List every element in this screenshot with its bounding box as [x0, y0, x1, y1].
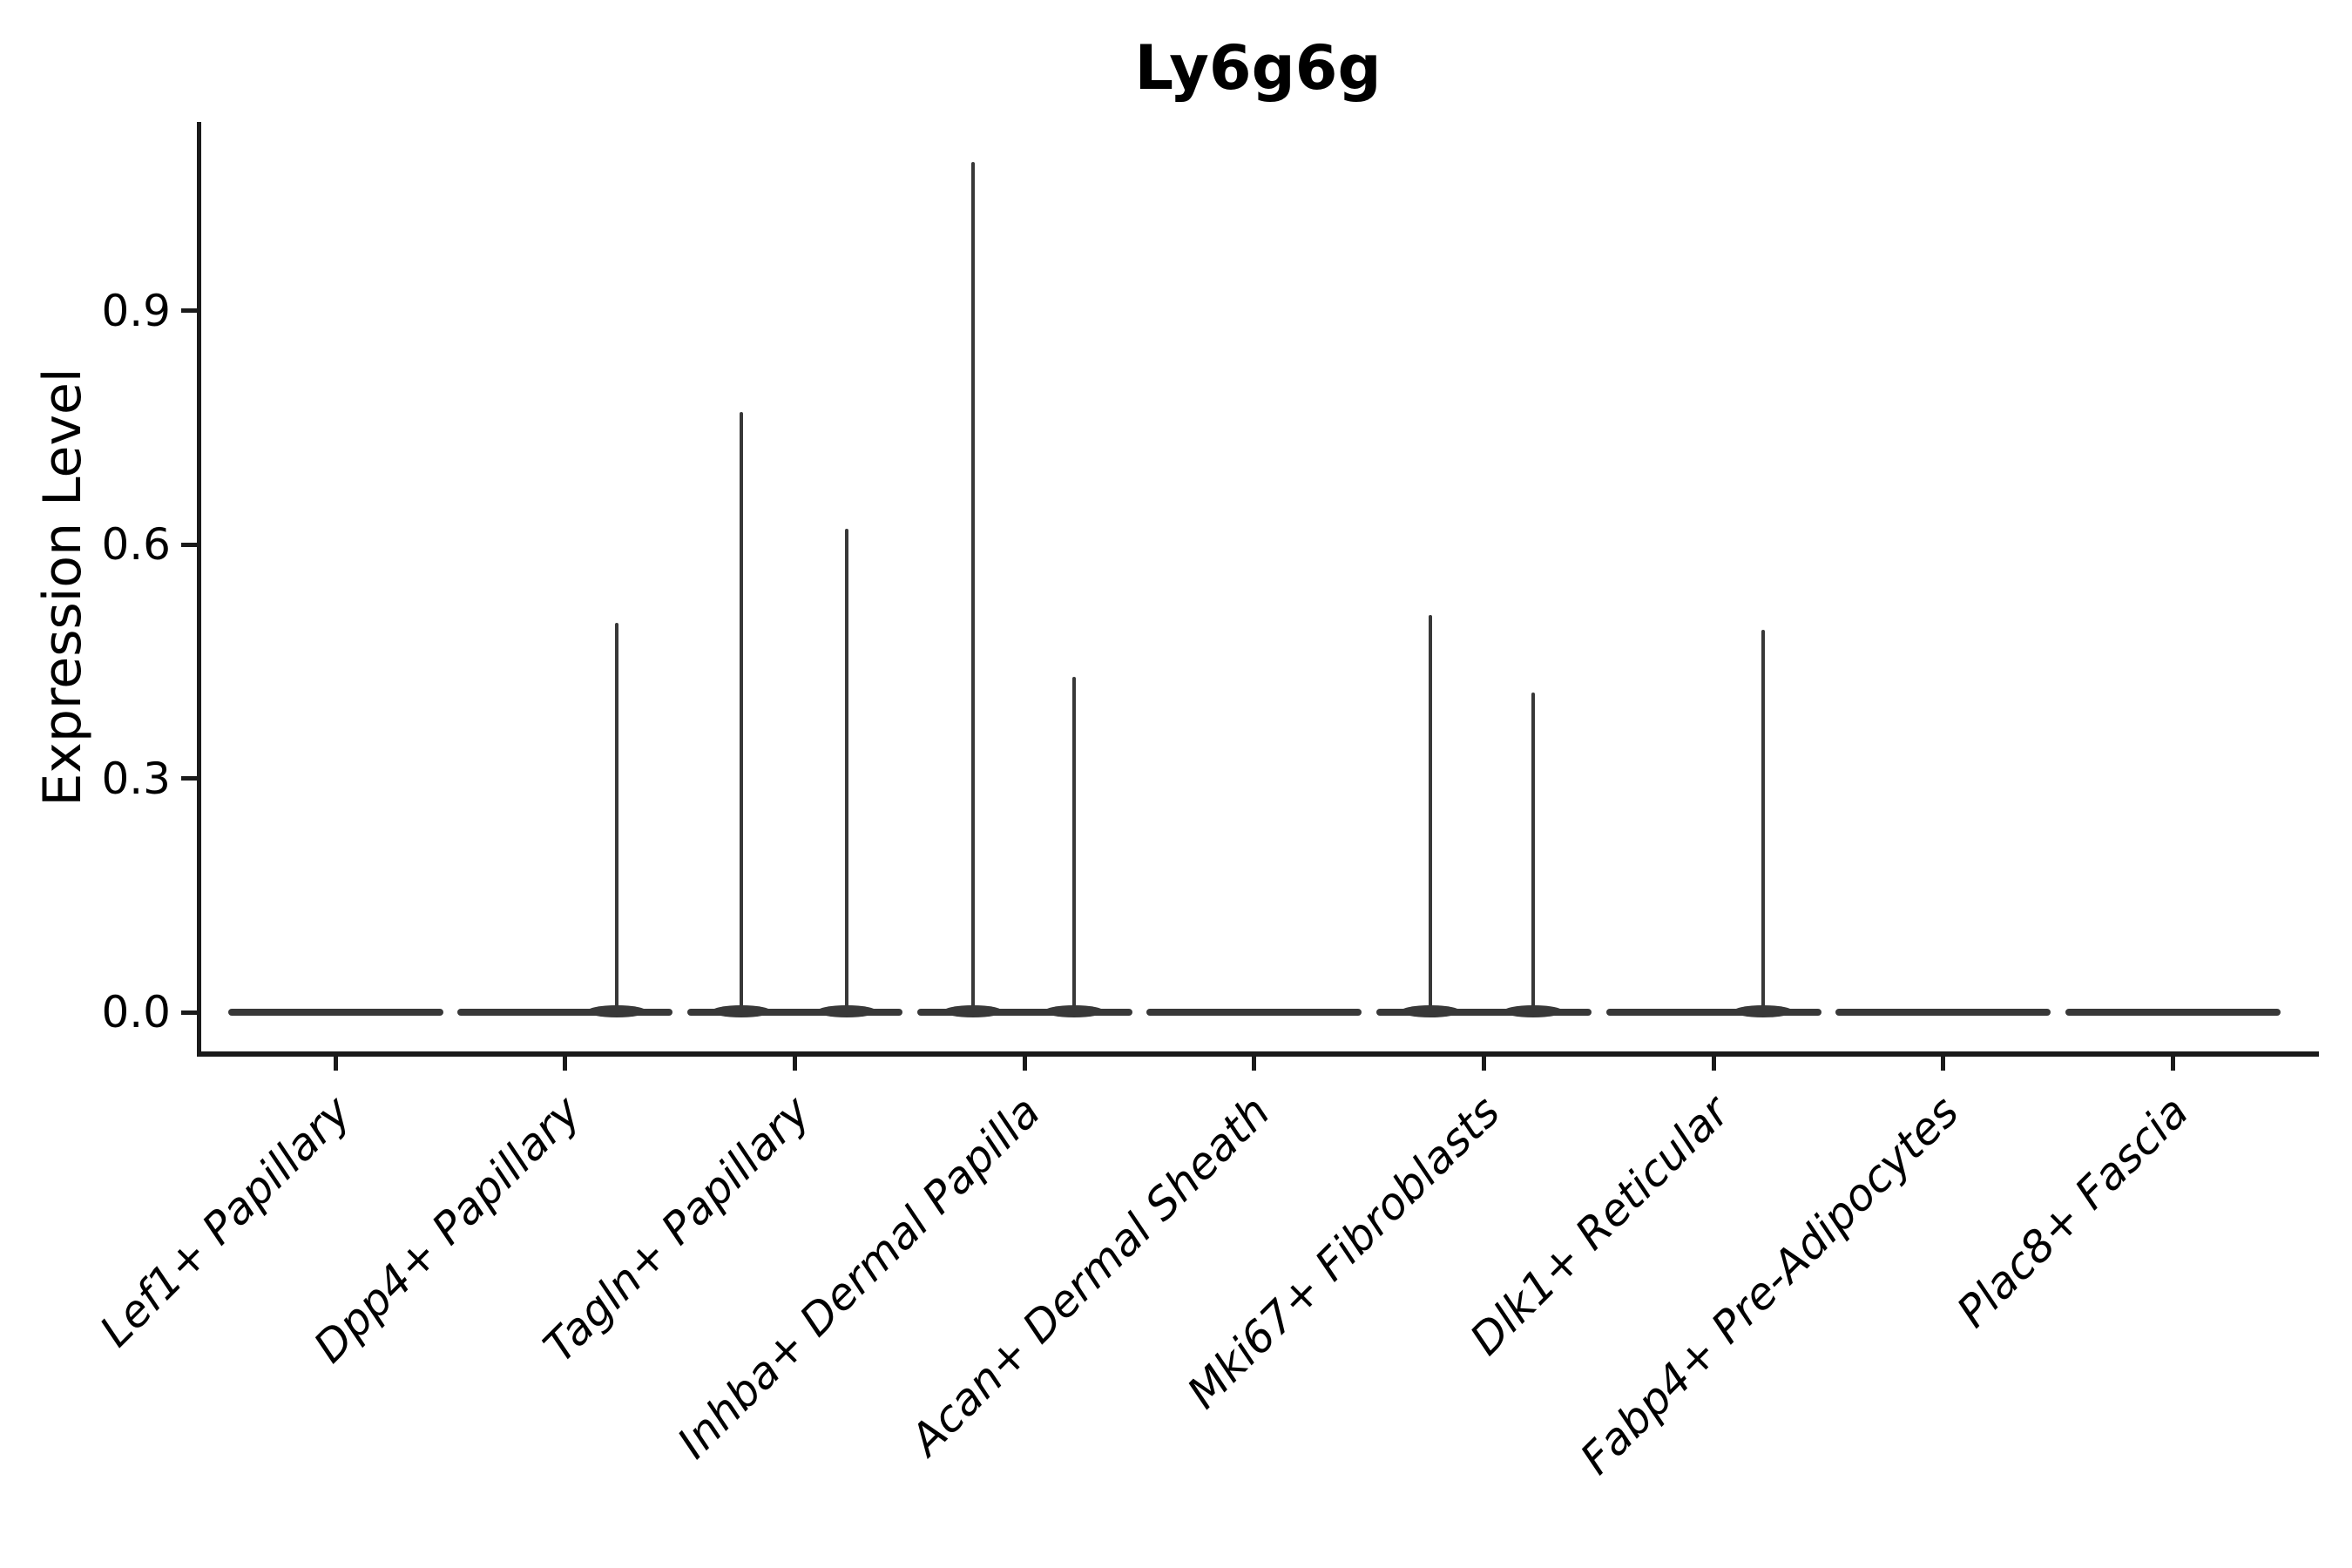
- violin-body: [1146, 1009, 1362, 1016]
- violin-body: [1835, 1009, 2051, 1016]
- y-tick-label: 0.0: [101, 987, 171, 1037]
- y-tick-mark: [181, 308, 197, 313]
- x-tick-mark: [1941, 1057, 1946, 1071]
- y-tick-mark: [181, 1010, 197, 1015]
- y-tick-mark: [181, 542, 197, 547]
- violin-spike: [844, 529, 848, 1014]
- violin-body: [2065, 1009, 2281, 1016]
- y-axis-line: [197, 122, 201, 1057]
- x-tick-label: Lef1+ Papillary: [90, 1086, 362, 1357]
- violin-spike: [1071, 677, 1076, 1014]
- y-tick-label: 0.6: [101, 519, 171, 570]
- x-tick-mark: [563, 1057, 568, 1071]
- violin-body: [227, 1009, 443, 1016]
- x-tick-label: Plac8+ Fascia: [1947, 1086, 2199, 1337]
- violin-spike: [1531, 693, 1536, 1014]
- y-tick-label: 0.9: [101, 285, 171, 336]
- violin-spike: [739, 411, 743, 1014]
- x-tick-mark: [333, 1057, 338, 1071]
- violin-spike: [1428, 614, 1432, 1014]
- x-tick-mark: [1711, 1057, 1716, 1071]
- chart-title: Ly6g6g: [1134, 32, 1382, 104]
- x-tick-label: Fabp4+ Pre-Adipocytes: [1571, 1086, 1969, 1484]
- violin-spike: [1761, 630, 1765, 1014]
- violin-body: [1605, 1009, 1821, 1016]
- violin-body: [457, 1009, 673, 1016]
- violin-spike: [614, 622, 618, 1014]
- x-tick-mark: [1482, 1057, 1486, 1071]
- x-tick-mark: [792, 1057, 797, 1071]
- violin-body: [916, 1009, 1132, 1016]
- violin-body: [1376, 1009, 1592, 1016]
- violin-body: [686, 1009, 902, 1016]
- y-axis-label: Expression Level: [32, 367, 93, 807]
- x-tick-mark: [1022, 1057, 1027, 1071]
- violin-spike: [970, 162, 975, 1014]
- y-tick-mark: [181, 776, 197, 781]
- x-tick-mark: [2171, 1057, 2176, 1071]
- x-axis-line: [197, 1051, 2319, 1057]
- x-tick-mark: [1252, 1057, 1257, 1071]
- y-tick-label: 0.3: [101, 753, 171, 804]
